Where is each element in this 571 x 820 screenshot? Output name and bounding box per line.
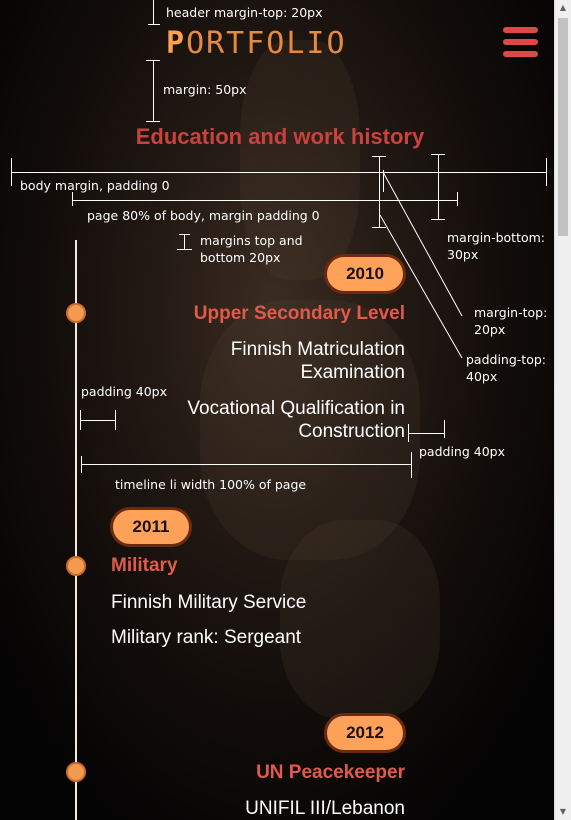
annotation-line [184, 234, 185, 250]
entry-title: Military [111, 555, 178, 577]
annotation-line [115, 410, 116, 430]
annotation-line [546, 158, 547, 186]
annotation-padding-top: padding-top: 40px [466, 351, 552, 385]
annotation-line [411, 452, 412, 478]
annotation-margin-bottom: margin-bottom: 30px [447, 229, 555, 263]
annotation-line [372, 156, 386, 157]
annotation-body-margin: body margin, padding 0 [20, 177, 170, 194]
scroll-up-arrow-icon[interactable]: ▲ [555, 0, 571, 16]
year-badge-2011: 2011 [110, 507, 192, 547]
entry-line: Finnish Matriculation Examination [190, 338, 405, 384]
entry-title: UN Peacekeeper [256, 762, 405, 784]
annotation-line [379, 156, 380, 228]
annotation-margin-50: margin: 50px [163, 81, 247, 98]
annotation-line [72, 192, 73, 206]
annotation-margin-top: margin-top: 20px [474, 304, 554, 338]
timeline-dot [66, 556, 86, 576]
timeline-dot [66, 303, 86, 323]
year-badge-2010: 2010 [324, 254, 406, 294]
annotation-padding-left: padding 40px [81, 383, 167, 400]
entry-line: Vocational Qualification in Construction [165, 397, 405, 443]
entry-line: Military rank: Sergeant [111, 626, 301, 649]
year-badge-2012: 2012 [324, 713, 406, 753]
annotation-line [80, 410, 81, 430]
annotation-line [153, 0, 154, 24]
entry-title: Upper Secondary Level [194, 303, 405, 325]
annotation-li-width: timeline li width 100% of page [115, 476, 306, 493]
annotation-line [11, 172, 547, 173]
annotation-line [80, 420, 116, 421]
vertical-scrollbar[interactable]: ▲ ▼ [554, 0, 571, 820]
timeline-axis [75, 240, 77, 820]
entry-line: UNIFIL III/Lebanon [190, 797, 405, 820]
logo[interactable]: PORTFOLIO [166, 26, 347, 61]
annotation-line [457, 192, 458, 206]
logo-first-letter: P [166, 26, 186, 61]
annotation-line [372, 227, 386, 228]
scroll-down-arrow-icon[interactable]: ▼ [555, 804, 571, 820]
annotation-line [177, 249, 192, 250]
annotation-line [383, 170, 384, 192]
annotation-line [81, 456, 82, 473]
annotation-line [81, 464, 412, 465]
section-title: Education and work history [0, 124, 560, 150]
entry-line: Finnish Military Service [111, 591, 306, 614]
annotation-line [408, 433, 445, 434]
background-figure [280, 520, 440, 720]
annotation-line [153, 60, 154, 122]
annotation-line [148, 24, 160, 25]
annotation-line [146, 60, 160, 61]
hamburger-icon[interactable] [503, 27, 538, 57]
annotation-line [408, 424, 409, 442]
annotation-line [444, 420, 445, 438]
annotation-padding-right: padding 40px [419, 443, 505, 460]
annotation-line [438, 154, 439, 220]
annotation-line [431, 219, 445, 220]
annotation-line [179, 234, 190, 235]
annotation-line [72, 200, 458, 201]
logo-text: ORTFOLIO [186, 26, 347, 61]
annotation-line [146, 121, 160, 122]
annotation-header-margin-top: header margin-top: 20px [166, 4, 323, 21]
annotation-page-width: page 80% of body, margin padding 0 [87, 207, 320, 224]
annotation-line [431, 154, 445, 155]
annotation-li-margins: margins top and bottom 20px [200, 232, 310, 266]
annotation-line [11, 158, 12, 186]
timeline-dot [66, 762, 86, 782]
